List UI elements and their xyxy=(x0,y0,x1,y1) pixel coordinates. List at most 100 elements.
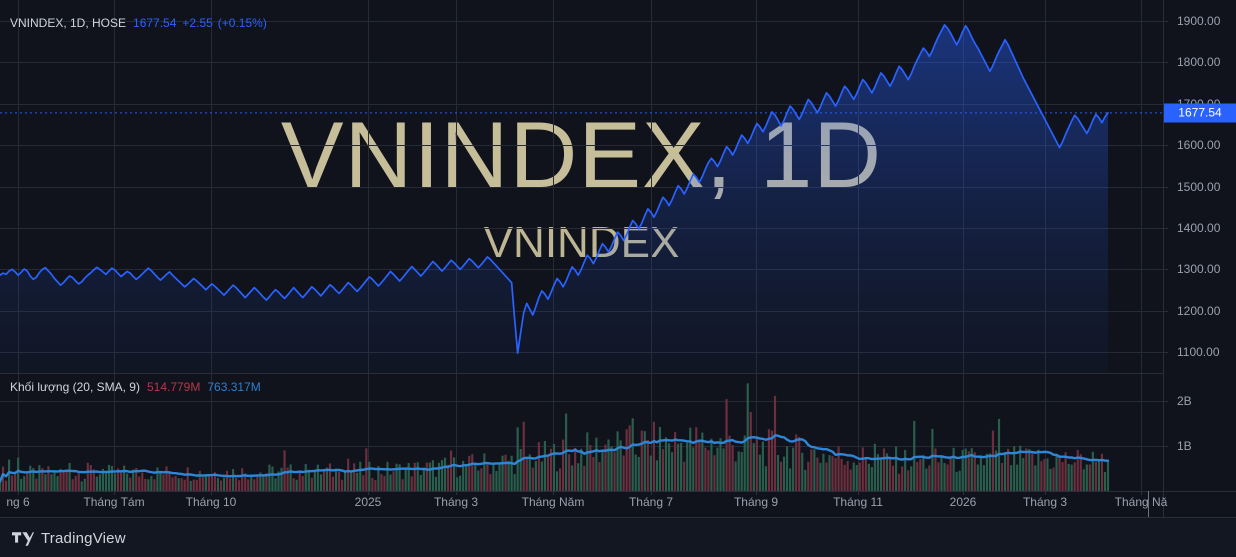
time-axis-tick xyxy=(651,491,652,495)
time-axis-bottom-separator xyxy=(0,517,1236,518)
price-axis-tick-label: 1500.00 xyxy=(1177,179,1221,194)
volume-bar xyxy=(686,442,689,491)
volume-bar xyxy=(395,463,398,491)
volume-bar xyxy=(701,432,704,491)
volume-bar xyxy=(994,450,998,491)
volume-bar xyxy=(68,462,71,491)
volume-bar xyxy=(898,473,901,491)
time-axis-tick xyxy=(456,491,457,495)
volume-bar xyxy=(598,462,601,491)
volume-bar xyxy=(80,481,83,491)
volume-bar xyxy=(280,467,283,491)
price-change-value: +2.55 xyxy=(182,16,213,30)
volume-bar xyxy=(1061,462,1064,491)
volume-bar xyxy=(610,446,613,491)
volume-bar xyxy=(1003,452,1007,491)
price-axis-separator[interactable] xyxy=(1163,0,1164,517)
tradingview-logo[interactable]: TradingView xyxy=(12,530,126,547)
volume-bar xyxy=(362,475,365,491)
volume-bar xyxy=(885,453,889,491)
volume-bar xyxy=(189,480,192,491)
tradingview-logo-icon xyxy=(12,531,34,546)
volume-bar xyxy=(344,471,347,491)
time-axis-tick-label: 2026 xyxy=(949,495,977,509)
volume-bar xyxy=(47,466,50,491)
time-axis-tick xyxy=(858,491,859,495)
volume-bar xyxy=(664,437,668,491)
volume-bar xyxy=(253,479,256,491)
volume-bar xyxy=(113,473,117,491)
volume-bar xyxy=(834,457,837,491)
volume-bar xyxy=(555,471,559,491)
volume-bar xyxy=(943,463,946,491)
volume-bar xyxy=(434,476,438,491)
volume-bar xyxy=(407,462,410,491)
volume-bar xyxy=(776,455,780,491)
volume-bar xyxy=(764,466,767,491)
tradingview-logo-text: TradingView xyxy=(41,530,126,547)
volume-bar xyxy=(928,465,931,491)
volume-bar xyxy=(528,454,531,491)
volume-bar xyxy=(643,431,646,491)
volume-bar xyxy=(689,427,692,491)
volume-bar xyxy=(876,454,880,491)
volume-bar xyxy=(150,476,153,491)
volume-bar xyxy=(534,460,537,491)
volume-pane[interactable]: Khối lượng (20, SMA, 9) 514.779M 763.317M xyxy=(0,374,1163,491)
volume-bar xyxy=(680,442,683,491)
volume-bar xyxy=(101,468,105,491)
volume-bar xyxy=(62,472,65,491)
price-axis-tick-label: 1900.00 xyxy=(1177,13,1221,28)
volume-bar xyxy=(1106,461,1110,491)
volume-bar xyxy=(14,474,17,491)
volume-bar xyxy=(879,459,883,491)
volume-bar xyxy=(552,443,556,491)
volume-bar xyxy=(286,467,289,491)
volume-bar xyxy=(743,435,746,491)
volume-bar xyxy=(670,452,674,491)
volume-bar xyxy=(17,457,20,491)
volume-bar xyxy=(516,427,519,491)
volume-bar xyxy=(216,478,220,491)
volume-bar xyxy=(232,469,235,491)
volume-axis-tick xyxy=(1163,401,1168,402)
volume-bar xyxy=(1064,452,1067,491)
volume-bar xyxy=(386,461,389,491)
volume-bar xyxy=(298,472,301,491)
volume-bar xyxy=(374,480,377,491)
volume-bar xyxy=(525,458,528,491)
time-axis-tick xyxy=(963,491,964,495)
volume-bar xyxy=(634,454,637,491)
price-pane[interactable]: VNINDEX, 1D VNINDEX VNINDEX, 1D, HOSE 167… xyxy=(0,0,1163,373)
volume-bar xyxy=(241,468,244,491)
volume-bar xyxy=(129,477,132,491)
volume-bar xyxy=(728,435,731,491)
price-axis[interactable]: 1900.001800.001700.001600.001500.001400.… xyxy=(1163,0,1236,517)
volume-bar xyxy=(773,395,777,491)
volume-bar xyxy=(1049,468,1052,491)
volume-bar xyxy=(210,474,213,491)
volume-bar xyxy=(970,448,973,491)
volume-bar xyxy=(934,448,937,491)
time-axis[interactable]: ng 6 Tháng Tám Tháng 10 2025 Tháng 3 Tháng Nă… xyxy=(0,491,1167,517)
volume-bar xyxy=(937,462,940,491)
volume-bar xyxy=(235,477,238,491)
volume-bar xyxy=(180,478,183,491)
time-axis-tick xyxy=(211,491,212,495)
volume-bar xyxy=(165,466,168,491)
volume-bar xyxy=(20,478,23,491)
volume-bar xyxy=(661,449,665,491)
volume-bar xyxy=(483,453,486,491)
volume-bar xyxy=(65,470,68,491)
volume-bar xyxy=(53,470,56,491)
volume-bar xyxy=(922,455,925,491)
volume-bar xyxy=(1037,449,1040,491)
volume-bar xyxy=(462,460,465,491)
volume-bar xyxy=(74,475,77,491)
time-axis-tick-label: Tháng 3 xyxy=(1022,495,1068,509)
volume-bar xyxy=(29,465,32,491)
volume-bar xyxy=(613,452,616,491)
volume-bar xyxy=(1100,453,1104,491)
pane-separator[interactable] xyxy=(0,373,1163,374)
